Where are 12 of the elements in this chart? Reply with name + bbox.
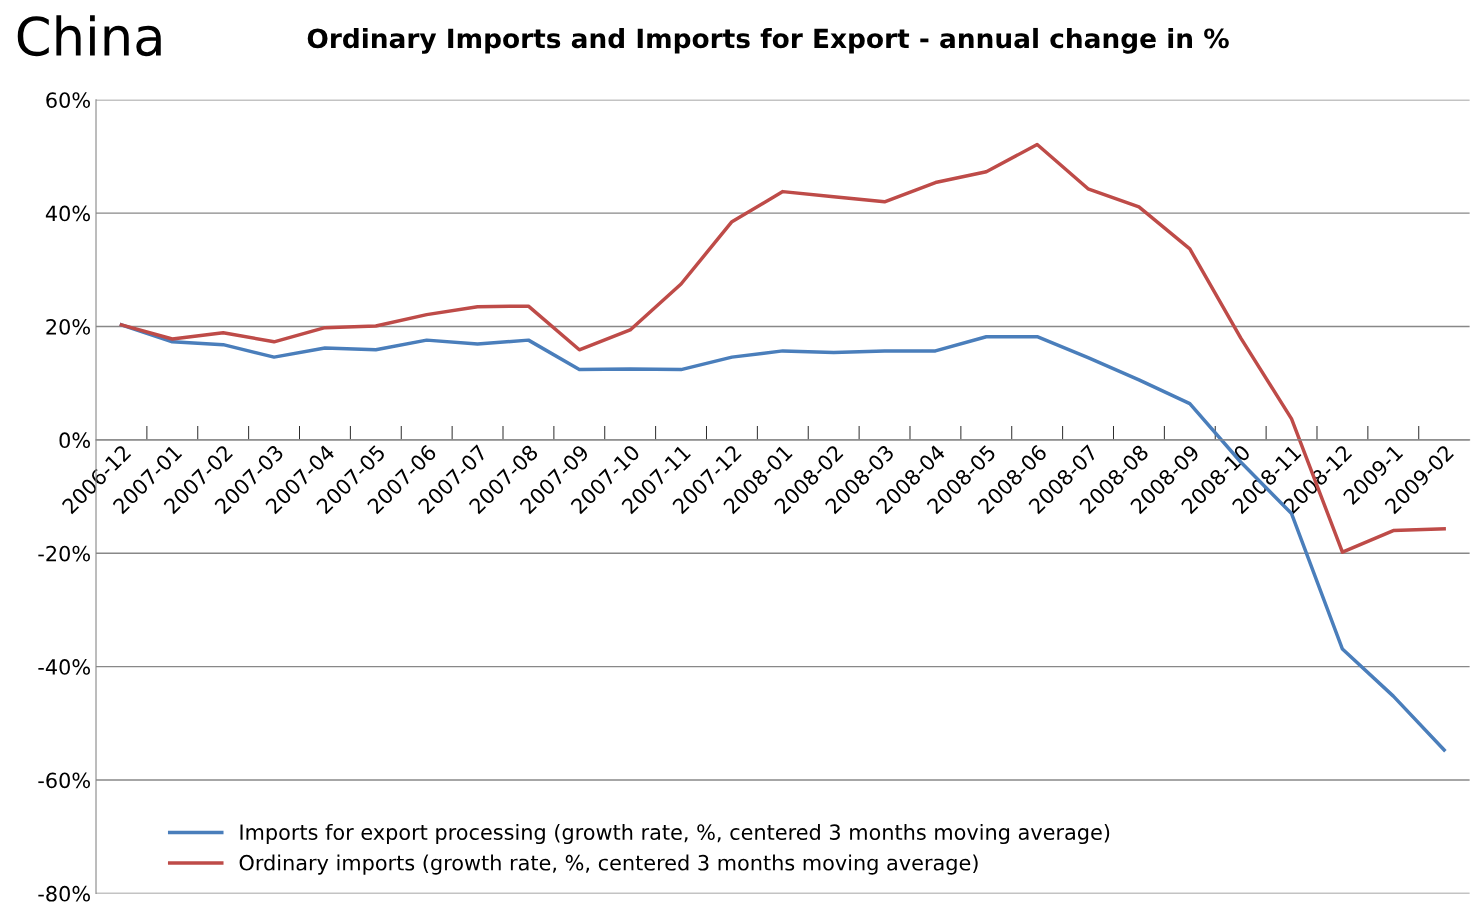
y-tick-label: -60% [38, 772, 90, 789]
y-tick-label: 40% [45, 205, 90, 222]
text: China [17, 15, 161, 57]
legend-label: Ordinary imports (growth rate, %, centered 3 months moving average) [239, 854, 978, 875]
y-tick-label: -80% [38, 885, 90, 902]
legend-label: Imports for export processing (growth rate, %, centered 3 months moving average) [240, 823, 1110, 845]
y-tick-label: -20% [38, 545, 90, 562]
chart-title: Ordinary Imports and Imports for Export - annual change in % [307, 27, 1229, 54]
y-tick-label: 20% [46, 318, 90, 335]
y-tick-label: -40% [38, 659, 90, 675]
y-tick-label: 60% [46, 92, 90, 108]
y-tick-label: 0% [59, 432, 90, 449]
